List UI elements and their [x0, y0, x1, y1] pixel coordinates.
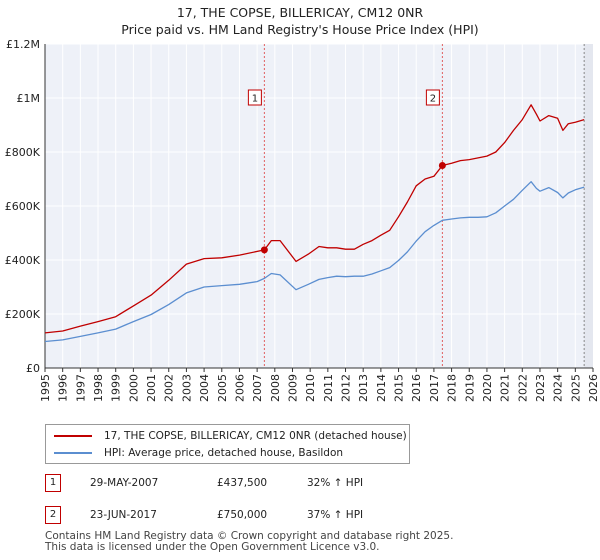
x-tick-label: 2014 — [375, 374, 388, 402]
x-tick-label: 2023 — [534, 374, 547, 402]
legend-item-hpi: HPI: Average price, detached house, Basi… — [54, 445, 343, 461]
footer-copyright: Contains HM Land Registry data © Crown c… — [45, 530, 454, 542]
legend: 17, THE COPSE, BILLERICAY, CM12 0NR (det… — [45, 424, 410, 464]
x-tick-label: 2021 — [499, 374, 512, 402]
x-tick-label: 2001 — [145, 374, 158, 402]
y-tick-label: £400K — [5, 254, 41, 267]
x-tick-label: 1995 — [39, 374, 52, 402]
footer-licence: This data is licensed under the Open Gov… — [45, 541, 380, 553]
sale-date-1: 29-MAY-2007 — [90, 477, 159, 489]
sale-badge-1: 1 — [45, 474, 61, 492]
sale-markers — [260, 162, 446, 254]
x-tick-label: 2017 — [428, 374, 441, 402]
x-tick-label: 2010 — [304, 374, 317, 402]
x-tick-label: 2000 — [127, 374, 140, 402]
chart-title: 17, THE COPSE, BILLERICAY, CM12 0NR — [176, 5, 424, 20]
x-tick-label: 2003 — [180, 374, 193, 402]
sale-price-1: £437,500 — [217, 477, 268, 489]
x-tick-label: 1998 — [92, 374, 105, 402]
axis-layer: £0 £200K £400K £600K £800K £1M £1.2M 1995 1996 19… — [5, 38, 600, 402]
x-tick-label: 2018 — [446, 374, 459, 402]
price-chart: £0 £200K £400K £600K £800K £1M £1.2M 1995 1996 19… — [5, 38, 600, 402]
y-tick-label: £0 — [26, 362, 40, 375]
property-line-swatch — [54, 435, 92, 437]
chart-title-block: 17, THE COPSE, BILLERICAY, CM12 0NR Pric… — [0, 4, 600, 38]
x-tick-label: 2026 — [587, 374, 600, 402]
legend-property-label: 17, THE COPSE, BILLERICAY, CM12 0NR (det… — [104, 430, 407, 442]
y-tick-label: £200K — [5, 308, 41, 321]
sale-hpi-change-1: 32% ↑ HPI — [307, 477, 364, 489]
x-tick-label: 2009 — [286, 374, 299, 402]
y-tick-label: £1.2M — [6, 38, 40, 51]
x-tick-label: 2012 — [340, 374, 353, 402]
sale-point-2 — [438, 162, 446, 169]
x-tick-label: 2022 — [516, 374, 529, 402]
x-tick-label: 2004 — [198, 374, 211, 402]
legend-hpi-label: HPI: Average price, detached house, Basi… — [104, 447, 344, 459]
x-tick-label: 2005 — [216, 374, 229, 402]
x-tick-label: 2020 — [481, 374, 494, 402]
x-tick-label: 2006 — [233, 374, 246, 402]
property-series-line — [44, 104, 585, 334]
x-tick-label: 2015 — [393, 374, 406, 402]
x-tick-label: 2002 — [163, 374, 176, 402]
sale-badge-2: 2 — [45, 506, 61, 524]
y-tick-label: £800K — [5, 146, 41, 159]
x-tick-label: 2024 — [552, 374, 565, 402]
hpi-series-line — [44, 181, 585, 343]
sale-label-box-1 — [247, 89, 262, 106]
sale-price-2: £750,000 — [217, 509, 268, 521]
sale-point-1 — [260, 246, 268, 254]
y-tick-label: £600K — [5, 200, 41, 213]
legend-item-property: 17, THE COPSE, BILLERICAY, CM12 0NR (det… — [54, 428, 407, 444]
x-tick-label: 2016 — [410, 374, 423, 402]
x-tick-label: 2013 — [357, 374, 370, 402]
x-tick-label: 1999 — [110, 374, 123, 402]
series-layer — [44, 104, 585, 343]
y-tick-label: £1M — [17, 92, 41, 105]
chart-subtitle: Price paid vs. HM Land Registry's House … — [121, 22, 479, 37]
x-tick-label: 2019 — [463, 374, 476, 402]
sale-date-2: 23-JUN-2017 — [90, 509, 157, 521]
sale-hpi-change-2: 37% ↑ HPI — [307, 509, 364, 521]
x-tick-label: 2007 — [251, 374, 264, 402]
x-tick-label: 1997 — [74, 374, 87, 402]
sale-label-1: 1 — [252, 94, 258, 105]
sale-label-2: 2 — [430, 94, 436, 105]
x-tick-label: 2008 — [269, 374, 282, 402]
x-tick-label: 2011 — [322, 374, 335, 402]
hpi-line-swatch — [54, 452, 92, 454]
x-tick-label: 1996 — [57, 374, 70, 402]
sale-label-box-2 — [425, 89, 440, 106]
forecast-region — [584, 44, 593, 368]
x-tick-label: 2025 — [569, 374, 582, 402]
footer: Contains HM Land Registry data © Crown c… — [45, 531, 453, 553]
